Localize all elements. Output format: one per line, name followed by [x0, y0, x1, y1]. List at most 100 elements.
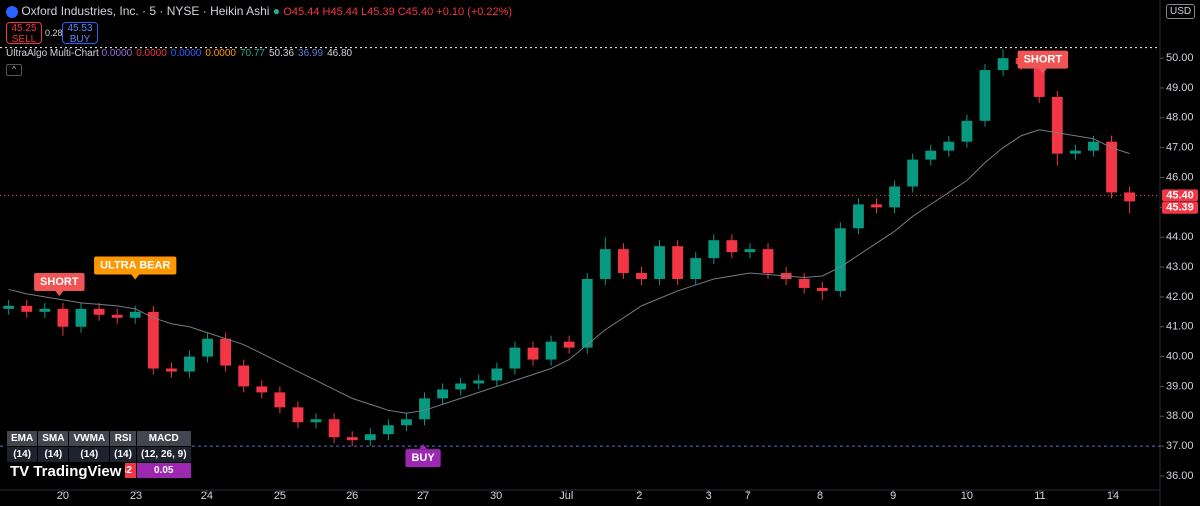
candle-body [672, 246, 684, 279]
symbol[interactable]: Oxford Industries, Inc. · 5 · NYSE · Hei… [21, 4, 270, 18]
candle-body [943, 141, 955, 151]
y-tick-label: 49.00 [1166, 82, 1194, 94]
candle-body [907, 159, 919, 187]
sell-button[interactable]: 45.25 SELL [6, 22, 42, 45]
y-tick-label: 37.00 [1166, 440, 1194, 452]
candle-body [346, 437, 358, 441]
y-tick-label: 39.00 [1166, 380, 1194, 392]
x-tick-label: 30 [490, 490, 502, 502]
signal-pointer [55, 290, 64, 296]
x-tick-label: 11 [1034, 490, 1045, 502]
indicator-value: 0.0000 [101, 48, 133, 59]
sell-label: SELL [11, 34, 37, 45]
buy-label: BUY [69, 34, 91, 45]
buy-price: 45.53 [67, 23, 93, 34]
x-tick-label: 26 [346, 490, 358, 502]
table-row: EMA SMA VWMA RSI MACD [5, 430, 192, 447]
candle-body [3, 305, 15, 309]
signal-label: SHORT [40, 276, 79, 288]
x-tick-label: 23 [130, 490, 142, 502]
signal-label: BUY [411, 452, 435, 464]
candle-body [57, 308, 69, 327]
candle-body [364, 434, 376, 441]
candle-body [147, 311, 159, 369]
y-tick-label: 47.00 [1166, 142, 1194, 154]
candle-body [21, 305, 33, 312]
x-tick-label: 27 [417, 490, 429, 502]
candle-body [599, 249, 611, 279]
x-tick-label: 24 [201, 490, 213, 502]
candle-body [491, 368, 503, 381]
x-tick-label: 10 [961, 490, 973, 502]
candle-body [997, 58, 1009, 71]
table-cell: MACD [135, 430, 192, 447]
candle-body [256, 386, 268, 393]
y-tick-label: 41.00 [1166, 321, 1194, 333]
y-tick-label: 43.00 [1166, 261, 1194, 273]
candle-body [274, 392, 286, 408]
indicator-name[interactable]: UltraAlgo Multi-Chart [6, 48, 99, 59]
x-tick-label: 20 [57, 490, 69, 502]
candle-body [328, 419, 340, 438]
symbol-info[interactable]: Oxford Industries, Inc. · 5 · NYSE · Hei… [6, 4, 512, 18]
signal-box [405, 449, 441, 468]
candle-body [527, 347, 539, 360]
candle-body [401, 419, 412, 426]
candle-body [1069, 150, 1081, 154]
candle-body [726, 240, 738, 253]
y-tick-label: 44.00 [1166, 231, 1194, 243]
table-cell: RSI [109, 430, 137, 447]
signal-box [1017, 50, 1069, 69]
logo: TV TradingView [6, 463, 126, 480]
candle-body [798, 278, 810, 288]
collapse-button[interactable]: ^ [6, 64, 22, 76]
x-tick-label: 3 [706, 490, 712, 502]
signal-label: ULTRA BEAR [100, 259, 170, 271]
candle-body [473, 380, 485, 384]
signal-pointer [1038, 68, 1047, 74]
buy-button[interactable]: 45.53 BUY [62, 22, 98, 45]
indicator-value: 0.0000 [136, 48, 167, 59]
y-tick-label: 46.00 [1166, 171, 1194, 183]
signal-label: SHORT [1024, 54, 1063, 66]
x-tick-label: 9 [890, 490, 896, 502]
candle-body [834, 228, 846, 291]
candle-body [744, 249, 756, 253]
candle-body [708, 240, 720, 259]
candle-body [165, 368, 177, 372]
candle-body [292, 407, 304, 423]
candle-body [871, 204, 882, 208]
candle-body [690, 258, 702, 279]
candle-body [93, 308, 105, 315]
y-tick-label: 42.00 [1166, 291, 1194, 303]
moving-average [8, 129, 1130, 414]
candle-body [184, 356, 195, 372]
candle-body [382, 425, 394, 435]
currency[interactable]: USD [1166, 4, 1196, 19]
candle-body [75, 308, 87, 327]
candle-body [961, 120, 973, 142]
signal-box [34, 272, 85, 291]
candle-body [509, 347, 521, 369]
indicator-value: 50.36 [269, 48, 295, 59]
candle-body [853, 204, 864, 229]
x-tick-label: 25 [274, 490, 286, 502]
indicator-value: 0.0000 [205, 48, 236, 59]
candle-body [1051, 96, 1063, 154]
y-tick-label: 38.00 [1166, 410, 1194, 422]
logo-text: TradingView [33, 463, 122, 480]
table-row: (14) (14) (14) (14) (12, 26, 9) [5, 446, 192, 463]
signal-pointer [131, 274, 140, 280]
y-tick-label: 36.00 [1166, 470, 1194, 482]
table-cell: VWMA [68, 430, 111, 447]
candle-body [563, 341, 575, 348]
candle-body [419, 398, 430, 420]
spread: 0.28 [45, 28, 63, 38]
candle-body [437, 389, 449, 399]
candle-body [310, 419, 322, 423]
candle-body [581, 278, 593, 348]
table-cell: 0.05 [135, 462, 192, 479]
table-cell: (14) [68, 446, 111, 463]
